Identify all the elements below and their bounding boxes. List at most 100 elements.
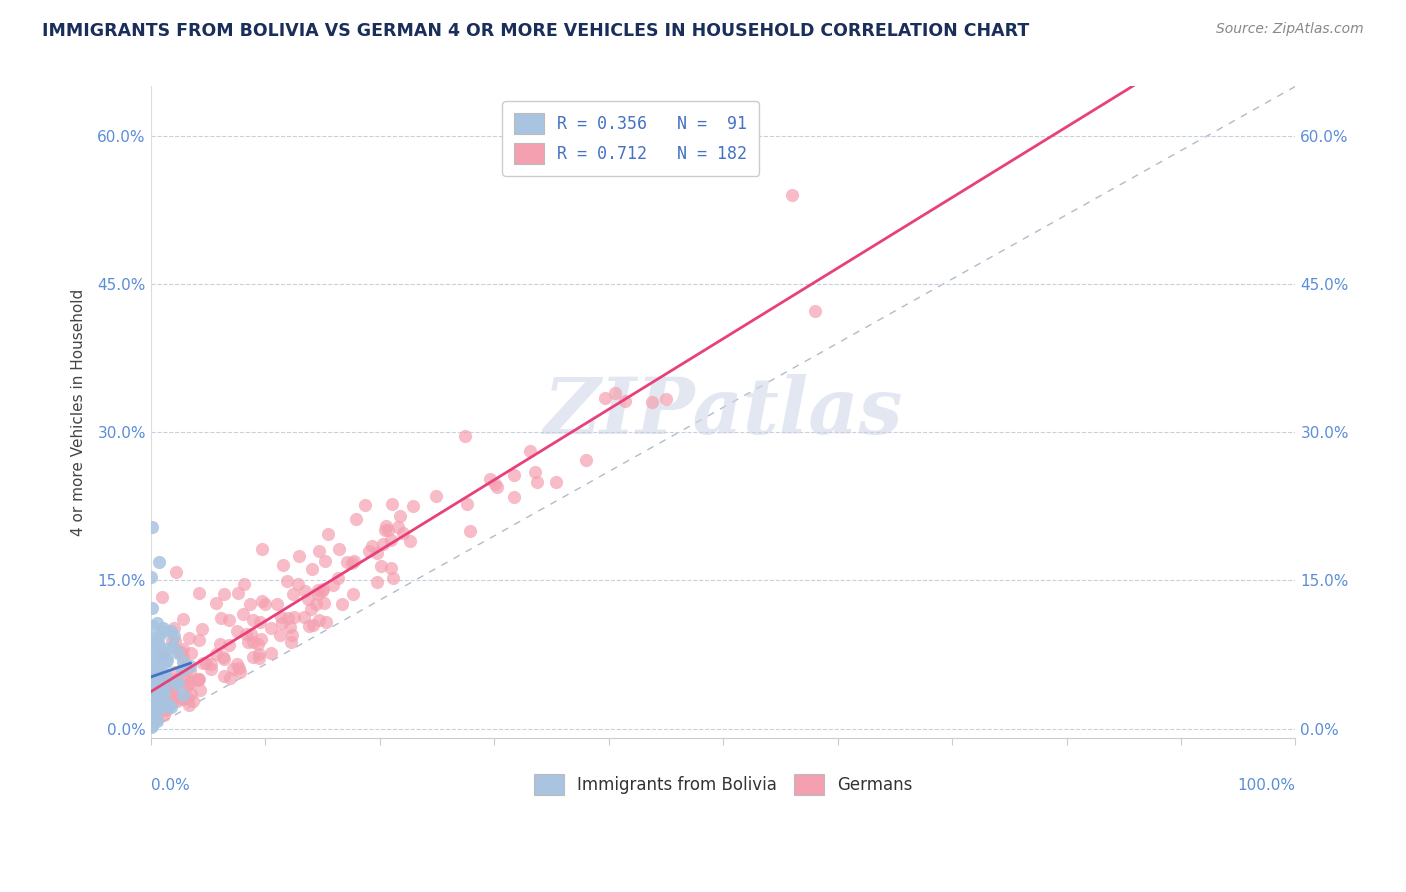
Point [167,645,190,659]
Point [141,665,163,680]
Point [163,630,186,644]
Point [153,684,176,698]
Point [159,624,181,638]
Point [212,650,235,665]
Point [160,700,183,714]
Point [172,655,194,669]
Point [343,554,366,568]
Point [254,598,277,612]
Point [228,661,250,675]
Point [519,444,541,458]
Point [172,612,194,626]
Point [236,635,259,649]
Point [298,619,321,633]
Point [143,713,166,727]
Point [142,631,165,645]
Point [294,584,316,599]
Point [143,706,166,720]
Point [142,649,165,664]
Point [155,677,177,691]
Point [250,593,273,607]
Point [141,674,163,689]
Point [142,704,165,718]
Point [174,692,197,706]
Y-axis label: 4 or more Vehicles in Household: 4 or more Vehicles in Household [72,289,86,536]
Text: Source: ZipAtlas.com: Source: ZipAtlas.com [1216,22,1364,37]
Point [145,664,167,678]
Point [641,395,664,409]
Point [143,637,166,651]
Point [143,633,166,648]
Point [150,692,173,706]
Point [146,659,169,673]
Point [170,663,193,677]
Point [314,554,336,568]
Point [141,699,163,714]
Point [163,690,186,704]
Point [148,693,170,707]
Point [292,610,315,624]
Point [143,668,166,682]
Point [270,610,292,624]
Point [141,719,163,733]
Point [299,602,322,616]
Point [247,637,270,651]
Point [141,570,163,584]
Point [146,686,169,700]
Point [232,607,254,621]
Point [454,429,477,443]
Point [145,632,167,647]
Point [160,697,183,711]
Point [195,656,218,670]
Point [387,520,409,534]
Point [193,656,215,670]
Point [146,700,169,714]
Point [212,668,235,682]
Point [145,698,167,712]
Legend: Immigrants from Bolivia, Germans: Immigrants from Bolivia, Germans [527,767,920,802]
Point [176,676,198,690]
Point [165,665,187,680]
Text: 100.0%: 100.0% [1237,778,1295,793]
Point [141,668,163,682]
Point [502,490,524,504]
Point [150,668,173,682]
Point [249,615,271,629]
Point [398,533,420,548]
Point [148,629,170,643]
Point [165,675,187,690]
Point [247,647,270,661]
Point [312,582,335,597]
Point [141,683,163,698]
Point [155,698,177,712]
Point [190,682,212,697]
Point [142,691,165,706]
Point [322,577,344,591]
Point [297,591,319,606]
Point [146,714,169,729]
Point [366,546,388,560]
Point [149,641,172,656]
Point [307,586,329,600]
Point [141,720,163,734]
Point [143,636,166,650]
Point [152,648,174,663]
Point [214,652,236,666]
Point [143,706,166,720]
Point [150,590,173,604]
Point [389,509,412,524]
Point [163,621,186,635]
Point [219,671,242,685]
Point [153,682,176,697]
Point [143,679,166,693]
Point [283,610,305,624]
Point [153,667,176,681]
Point [153,669,176,683]
Point [233,577,256,591]
Point [803,303,825,318]
Point [149,684,172,698]
Point [226,624,249,638]
Point [266,597,288,611]
Point [370,559,392,574]
Point [278,620,301,634]
